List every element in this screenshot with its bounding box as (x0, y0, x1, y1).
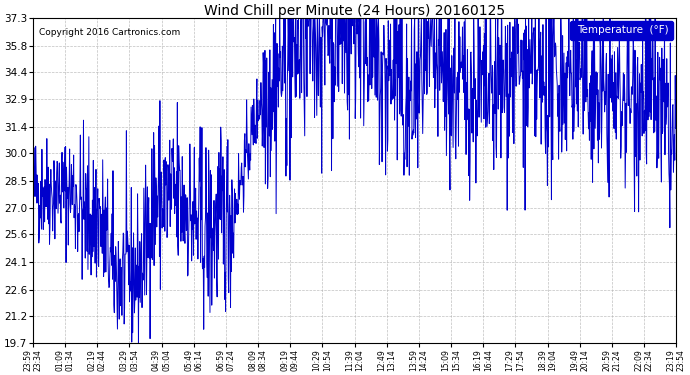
Legend: Temperature  (°F): Temperature (°F) (570, 21, 673, 40)
Text: Copyright 2016 Cartronics.com: Copyright 2016 Cartronics.com (39, 28, 181, 37)
Title: Wind Chill per Minute (24 Hours) 20160125: Wind Chill per Minute (24 Hours) 2016012… (204, 4, 505, 18)
